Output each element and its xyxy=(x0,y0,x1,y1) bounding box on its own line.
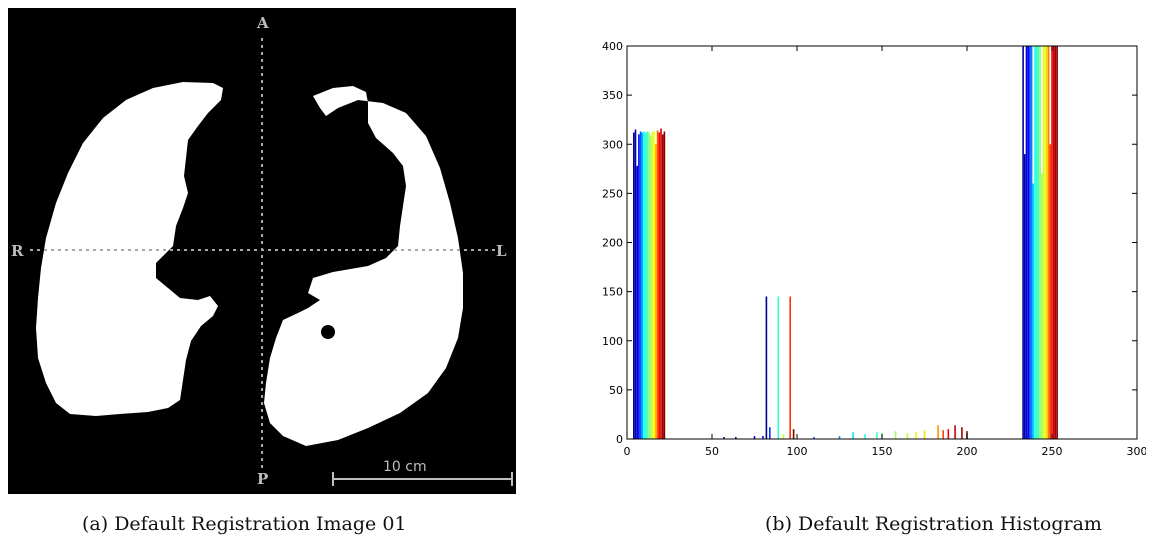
caption-figure-a: (a) Default Registration Image 01 xyxy=(82,513,407,535)
lung-mask-svg: A P R L 10 cm xyxy=(8,8,516,494)
y-tick-label: 50 xyxy=(609,384,623,397)
plot-area xyxy=(626,45,1138,440)
x-tick-label: 100 xyxy=(787,445,808,458)
y-tick-label: 200 xyxy=(602,237,623,250)
scale-bar: 10 cm xyxy=(332,459,513,486)
x-tick-label: 200 xyxy=(957,445,978,458)
orientation-label-left: L xyxy=(496,242,507,260)
x-tick-label: 300 xyxy=(1127,445,1147,458)
lung-mask-image: A P R L 10 cm xyxy=(8,8,516,494)
histogram-svg: 0 50 100 150 200 250 300 0 50 100 150 200 250 300 350 4… xyxy=(602,40,1148,458)
left-lung-shape xyxy=(264,86,463,446)
orientation-label-anterior: A xyxy=(256,14,269,32)
orientation-label-right: R xyxy=(11,242,24,260)
x-tick-label: 0 xyxy=(624,445,631,458)
histogram-chart: 0 50 100 150 200 250 300 0 50 100 150 200 250 300 350 4… xyxy=(560,28,1148,468)
y-tick-label: 250 xyxy=(602,187,623,200)
plot-border xyxy=(626,45,1138,440)
x-tick-label: 150 xyxy=(872,445,893,458)
y-tick-label: 350 xyxy=(602,89,623,102)
caption-figure-b: (b) Default Registration Histogram xyxy=(765,513,1102,535)
x-tick-label: 250 xyxy=(1042,445,1063,458)
y-tick-label: 150 xyxy=(602,286,623,299)
y-tick-label: 400 xyxy=(602,40,623,53)
y-tick-label: 0 xyxy=(616,433,623,446)
scale-bar-label: 10 cm xyxy=(383,459,427,475)
y-tick-label: 100 xyxy=(602,335,623,348)
orientation-label-posterior: P xyxy=(257,470,268,488)
y-tick-label: 300 xyxy=(602,138,623,151)
x-tick-label: 50 xyxy=(705,445,719,458)
